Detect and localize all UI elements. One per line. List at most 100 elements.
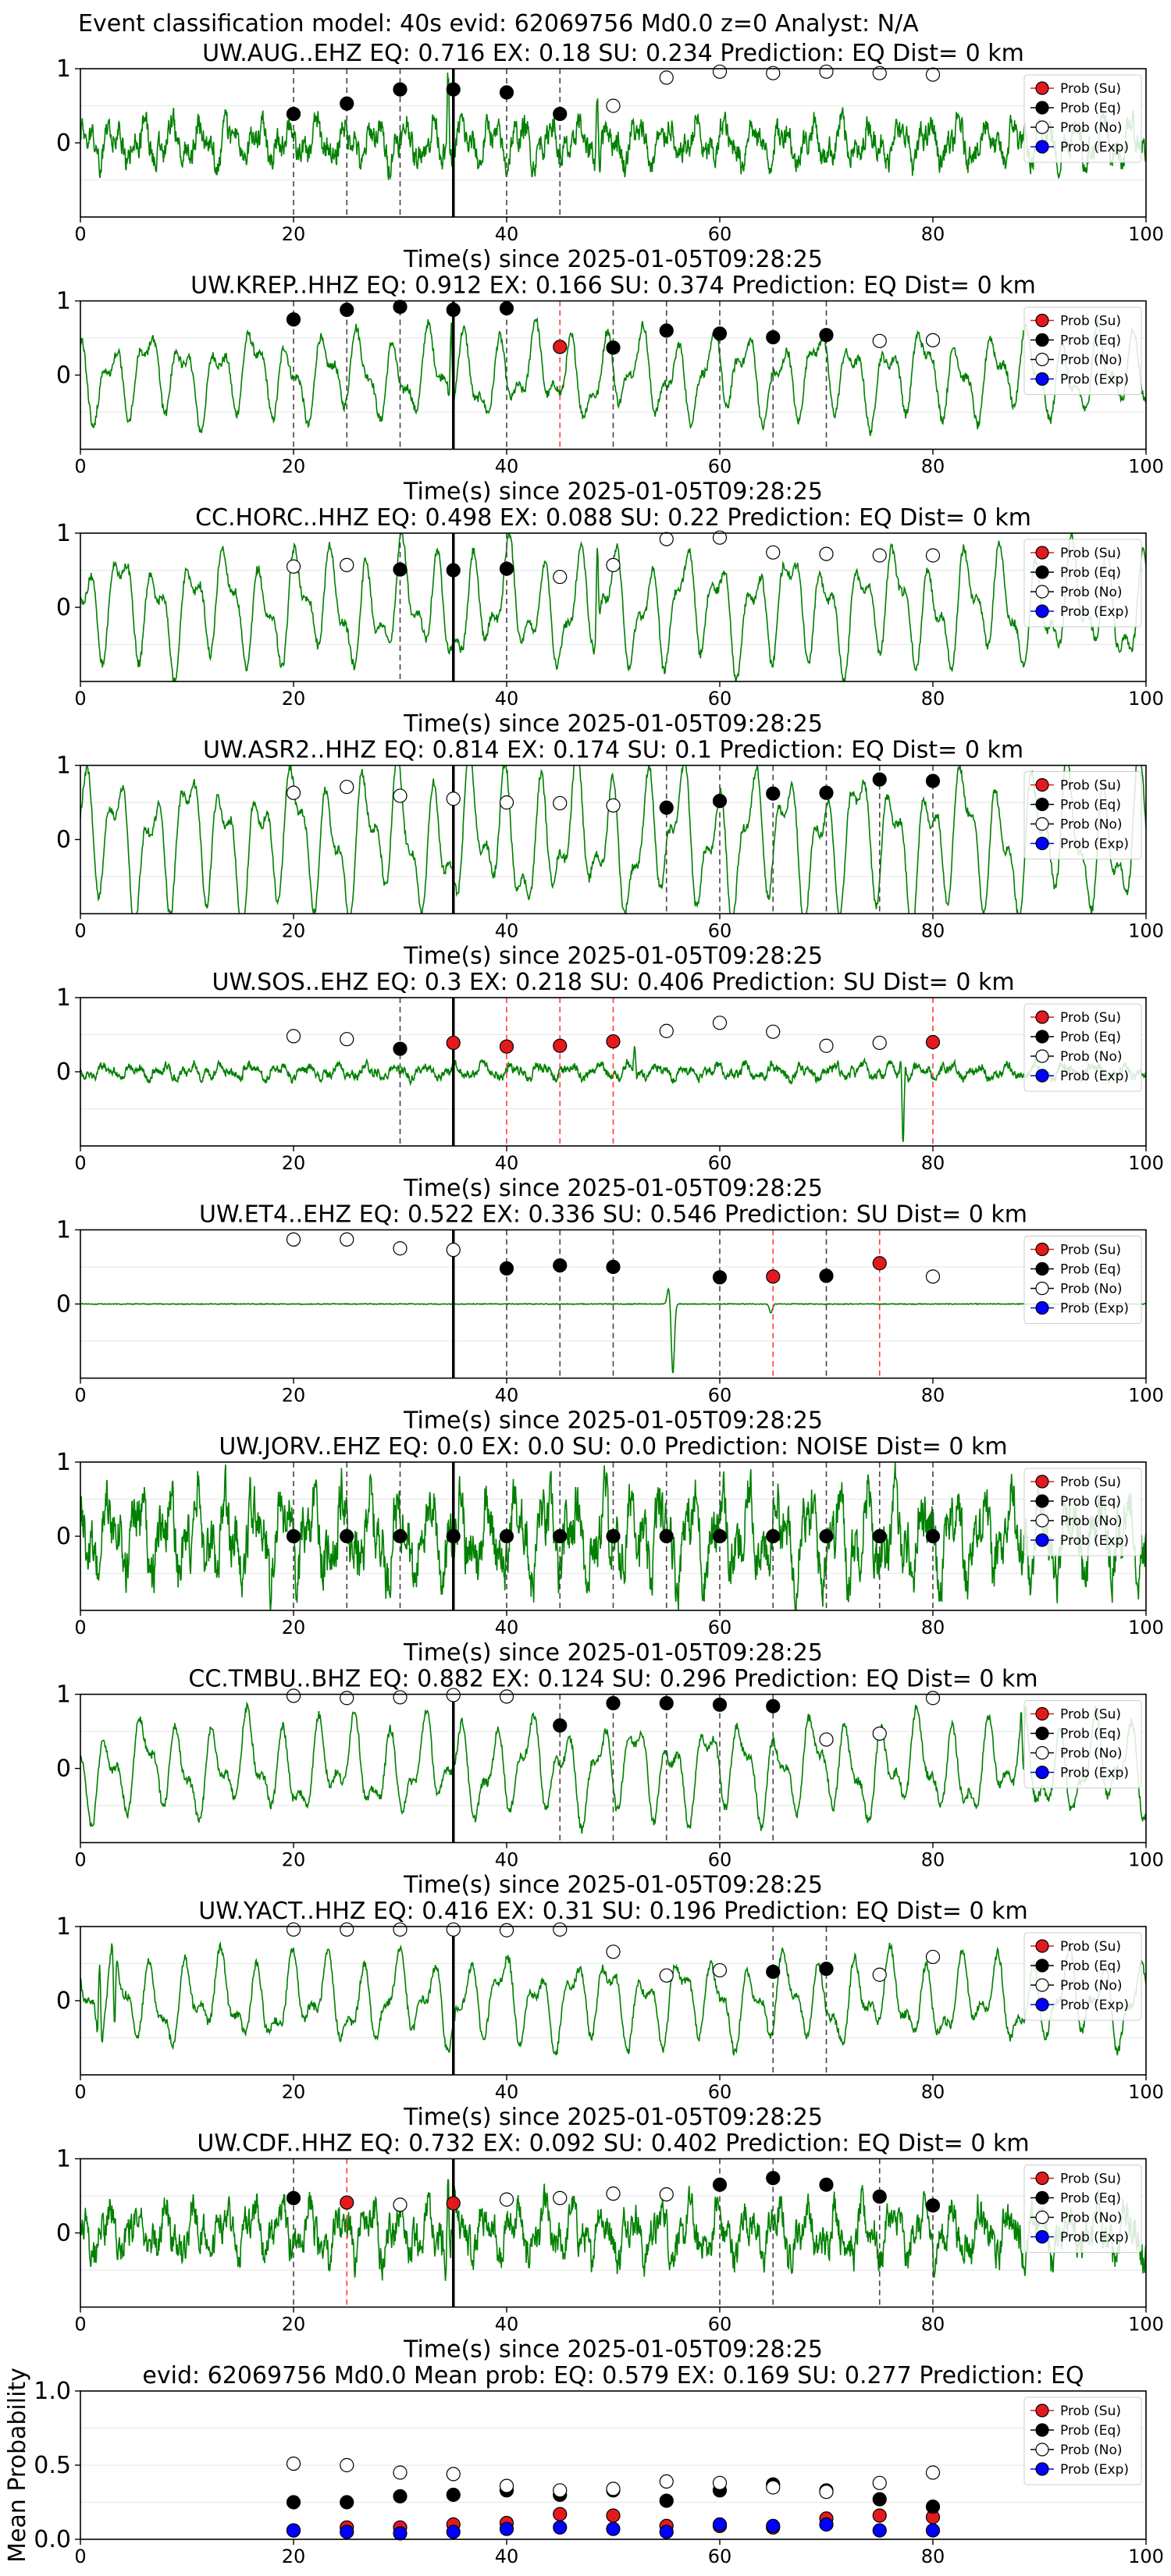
x-tick-label: 60 <box>708 1152 732 1174</box>
legend-7: Prob (Su) Prob (Eq) Prob (No) Prob (Exp) <box>1023 1700 1142 1788</box>
legend-marker-exp <box>1035 1069 1049 1083</box>
x-tick-label: 60 <box>708 456 732 478</box>
prob-point-eq <box>606 1259 621 1275</box>
y-tick-label: 0 <box>56 2220 71 2247</box>
prob-point-noise <box>340 1922 354 1937</box>
prob-point-noise <box>819 546 834 561</box>
panel-title: UW.YACT..HHZ EQ: 0.416 EX: 0.31 SU: 0.19… <box>198 1898 1027 1925</box>
panel-1: UW.KREP..HHZ EQ: 0.912 EX: 0.166 SU: 0.3… <box>56 272 1164 506</box>
legend-marker-noise <box>1035 1978 1049 1992</box>
x-tick-label: 0 <box>74 223 86 245</box>
panel-2: CC.HORC..HHZ EQ: 0.498 EX: 0.088 SU: 0.2… <box>56 504 1164 738</box>
legend-box <box>1023 2165 1142 2253</box>
axes-frame <box>80 2158 1147 2308</box>
legend-0: Prob (Su) Prob (Eq) Prob (No) Prob (Exp) <box>1023 74 1142 163</box>
x-tick-label: 40 <box>495 223 519 245</box>
prob-point-eq <box>553 1528 568 1544</box>
x-tick-label: 0 <box>74 2314 86 2336</box>
legend-label-exp: Prob (Exp) <box>1060 1766 1129 1781</box>
mean-point-eq <box>340 2495 354 2510</box>
prob-point-noise <box>925 1949 941 1965</box>
plot-area <box>80 1927 1146 2075</box>
prob-point-eq <box>393 1528 408 1544</box>
x-tick-label: 0 <box>74 1152 86 1174</box>
prob-point-su <box>340 2195 354 2210</box>
y-tick-label: 0 <box>56 1291 71 1318</box>
mean-point-noise <box>925 2465 941 2480</box>
panel-title: UW.KREP..HHZ EQ: 0.912 EX: 0.166 SU: 0.3… <box>190 272 1036 300</box>
legend-marker-exp <box>1035 1765 1049 1780</box>
x-tick-label: 60 <box>708 1385 732 1407</box>
mean-point-exp <box>872 2523 887 2538</box>
y-tick-label: 1.0 <box>34 2378 71 2405</box>
waveform-trace <box>80 72 1146 180</box>
legend-label-eq: Prob (Eq) <box>1060 1727 1121 1742</box>
panel-title: CC.HORC..HHZ EQ: 0.498 EX: 0.088 SU: 0.2… <box>195 504 1031 532</box>
prob-point-noise <box>340 557 354 572</box>
mean-point-noise <box>446 2467 461 2482</box>
legend-box <box>1023 771 1142 859</box>
x-tick-label: 40 <box>495 920 519 942</box>
axes-frame <box>80 532 1147 682</box>
prob-point-noise <box>340 1691 354 1706</box>
prob-point-noise <box>606 2186 621 2201</box>
prob-point-eq <box>446 302 461 317</box>
x-tick-label: 100 <box>1128 920 1164 942</box>
waveform-trace <box>80 1701 1146 1834</box>
legend-label-exp: Prob (Exp) <box>1060 1998 1129 2013</box>
prob-point-noise <box>393 2197 408 2212</box>
prob-point-noise <box>819 1038 834 1053</box>
legend-marker-eq <box>1035 1494 1049 1508</box>
prob-point-noise <box>553 795 568 811</box>
legend-marker-eq <box>1035 565 1049 579</box>
x-tick-label: 20 <box>282 688 306 710</box>
mean-point-eq <box>286 2495 301 2510</box>
plot-area <box>80 998 1146 1146</box>
prob-point-eq <box>819 1528 834 1544</box>
legend-marker-noise <box>1035 1049 1049 1063</box>
legend-label-exp: Prob (Exp) <box>1060 2230 1129 2246</box>
x-axis-label: Time(s) since 2025-01-05T09:28:25 <box>403 1407 823 1435</box>
plot-area <box>80 533 1146 681</box>
plot-area <box>80 765 1146 914</box>
prob-point-noise <box>446 1688 461 1703</box>
mean-point-exp <box>446 2524 461 2539</box>
legend-label-noise: Prob (No) <box>1060 2211 1123 2226</box>
legend-label-exp: Prob (Exp) <box>1060 837 1129 852</box>
prob-point-eq <box>286 312 301 327</box>
y-tick-label: 0 <box>56 827 71 854</box>
prob-point-eq <box>286 106 301 122</box>
mean-point-exp <box>659 2524 674 2539</box>
y-tick-label: 1 <box>56 1913 71 1941</box>
prob-point-eq <box>766 786 781 801</box>
legend-marker-eq <box>1035 1726 1049 1741</box>
prob-point-eq <box>925 1528 941 1544</box>
mean-point-noise <box>393 2465 408 2480</box>
prob-point-su <box>606 1034 621 1049</box>
x-tick-label: 80 <box>921 2546 945 2567</box>
mean-point-su <box>606 2508 621 2523</box>
panel-title: UW.SOS..EHZ EQ: 0.3 EX: 0.218 SU: 0.406 … <box>212 969 1014 996</box>
legend-marker-exp <box>1035 836 1049 851</box>
legend-marker-su <box>1035 1475 1049 1489</box>
x-tick-label: 80 <box>921 688 945 710</box>
legend-marker-eq <box>1035 2190 1049 2205</box>
y-tick-label: 0 <box>56 1059 71 1086</box>
legend-label-su: Prob (Su) <box>1060 1010 1121 1026</box>
x-tick-label: 80 <box>921 2081 945 2103</box>
y-tick-label: 1 <box>56 55 71 83</box>
prob-point-eq <box>446 563 461 578</box>
x-axis-label: Time(s) since 2025-01-05T09:28:25 <box>403 710 823 738</box>
prob-point-eq <box>393 300 408 315</box>
prob-point-su <box>553 1038 568 1053</box>
x-tick-label: 80 <box>921 1849 945 1871</box>
legend-2: Prob (Su) Prob (Eq) Prob (No) Prob (Exp) <box>1023 539 1142 628</box>
prob-point-su <box>925 1034 941 1050</box>
x-tick-label: 40 <box>495 2546 519 2567</box>
mean-point-eq <box>446 2487 461 2503</box>
mean-point-eq <box>393 2489 408 2503</box>
legend-marker-exp <box>1035 1300 1049 1315</box>
legend-box <box>1023 1468 1142 1557</box>
mean-point-noise <box>766 2480 781 2495</box>
